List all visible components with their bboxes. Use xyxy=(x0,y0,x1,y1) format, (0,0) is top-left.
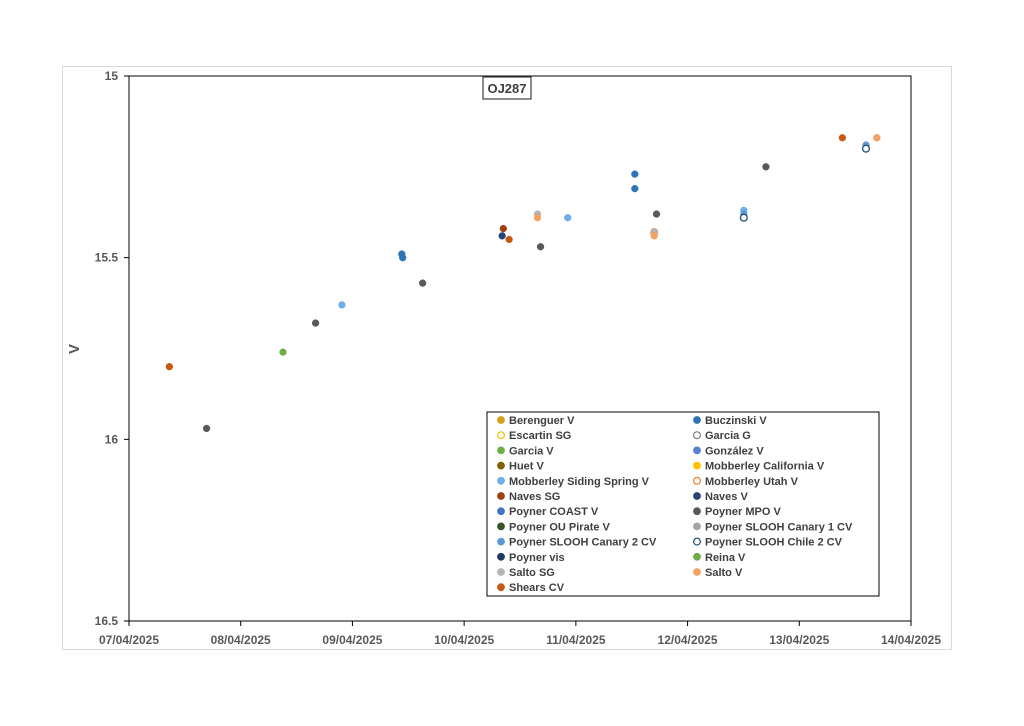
data-point xyxy=(536,243,545,251)
y-tick-label: 15.5 xyxy=(95,251,119,265)
data-points xyxy=(165,134,881,433)
data-point xyxy=(399,254,407,262)
data-point xyxy=(279,348,287,356)
plot-frame xyxy=(128,75,912,622)
data-point xyxy=(631,170,639,178)
legend-marker xyxy=(693,461,701,470)
legend-marker xyxy=(692,537,701,546)
legend-label: Huet V xyxy=(509,461,545,473)
legend-label: Poyner COAST V xyxy=(509,506,599,518)
legend-label: Poyner SLOOH Chile 2 CV xyxy=(705,537,843,549)
data-point xyxy=(418,279,427,287)
data-point xyxy=(861,144,871,153)
legend-items: Berenguer V Buczinski V Escartin SG Garcia … xyxy=(497,415,853,594)
data-point xyxy=(498,232,506,240)
data-point xyxy=(533,214,542,222)
legend-marker xyxy=(497,583,505,592)
legend-marker xyxy=(693,416,701,424)
legend-label: Poyner vis xyxy=(509,552,565,564)
scatter-chart: 07/04/2025 08/04/2025 09/04/2025 10/04/2025… xyxy=(66,69,941,647)
legend-marker xyxy=(692,431,701,440)
data-point xyxy=(499,224,507,233)
data-point xyxy=(838,134,846,142)
legend-label: Reina V xyxy=(705,552,746,564)
legend-marker xyxy=(693,568,701,576)
legend-marker xyxy=(497,476,505,485)
data-point xyxy=(652,210,661,218)
legend: Berenguer V Buczinski V Escartin SG Garcia … xyxy=(486,411,880,597)
legend-label: Salto V xyxy=(705,567,743,579)
chart-title-box xyxy=(482,76,532,100)
legend-label: Mobberley California V xyxy=(705,461,825,473)
x-tick-label: 11/04/2025 xyxy=(546,633,606,647)
x-tick-label: 10/04/2025 xyxy=(434,633,494,647)
legend-marker xyxy=(693,552,701,561)
legend-label: Garcia V xyxy=(509,445,554,457)
y-axis-title: V xyxy=(66,344,83,354)
data-point xyxy=(739,213,748,222)
legend-marker xyxy=(497,507,505,516)
legend-label: Salto SG xyxy=(509,567,555,579)
legend-label: Naves V xyxy=(705,491,748,503)
data-point xyxy=(650,232,658,240)
chart-title: OJ287 xyxy=(482,76,532,100)
x-tick-label: 09/04/2025 xyxy=(322,633,382,647)
legend-marker xyxy=(693,492,701,500)
legend-marker xyxy=(497,522,505,531)
legend-label: Garcia G xyxy=(705,430,751,442)
x-axis: 07/04/2025 08/04/2025 09/04/2025 10/04/2025… xyxy=(99,621,941,647)
x-tick-label: 13/04/2025 xyxy=(769,633,829,647)
legend-marker xyxy=(497,461,505,470)
legend-label: Naves SG xyxy=(509,491,560,503)
legend-marker xyxy=(497,492,505,500)
legend-marker xyxy=(693,446,701,455)
x-tick-label: 12/04/2025 xyxy=(658,633,718,647)
legend-marker xyxy=(693,522,701,531)
chart-area: 07/04/2025 08/04/2025 09/04/2025 10/04/2025… xyxy=(62,66,952,650)
legend-label: Berenguer V xyxy=(509,415,575,427)
legend-label: Mobberley Siding Spring V xyxy=(509,476,650,488)
legend-label: Poyner OU Pirate V xyxy=(509,521,611,533)
chart-title-text: OJ287 xyxy=(487,81,526,96)
data-point xyxy=(338,301,346,309)
legend-marker xyxy=(497,416,505,424)
x-tick-label: 07/04/2025 xyxy=(99,633,159,647)
legend-marker xyxy=(497,431,506,440)
y-tick-label: 16 xyxy=(105,432,119,446)
data-point xyxy=(564,214,572,222)
legend-label: Mobberley Utah V xyxy=(705,476,799,488)
legend-marker xyxy=(497,446,505,455)
data-point xyxy=(762,163,770,171)
legend-marker xyxy=(497,552,505,561)
x-tick-label: 08/04/2025 xyxy=(211,633,271,647)
data-point xyxy=(505,235,513,244)
data-point xyxy=(631,184,639,193)
legend-label: Escartin SG xyxy=(509,430,571,442)
legend-label: González V xyxy=(705,445,764,457)
legend-label: Poyner SLOOH Canary 2 CV xyxy=(509,537,657,549)
y-axis: 15 15.5 16 16.5 xyxy=(95,69,129,628)
data-point xyxy=(873,134,881,142)
legend-label: Poyner MPO V xyxy=(705,506,781,518)
data-point xyxy=(165,363,173,371)
legend-marker xyxy=(497,537,505,546)
y-tick-label: 16.5 xyxy=(95,614,119,628)
legend-marker xyxy=(497,568,505,576)
y-tick-label: 15 xyxy=(105,69,119,83)
legend-label: Poyner SLOOH Canary 1 CV xyxy=(705,521,853,533)
legend-label: Buczinski V xyxy=(705,415,767,427)
legend-marker xyxy=(692,476,701,485)
data-point xyxy=(311,319,320,327)
legend-marker xyxy=(693,507,701,516)
data-point xyxy=(202,424,211,433)
legend-label: Shears CV xyxy=(509,582,565,594)
legend-box xyxy=(486,411,880,597)
x-tick-label: 14/04/2025 xyxy=(881,633,941,647)
